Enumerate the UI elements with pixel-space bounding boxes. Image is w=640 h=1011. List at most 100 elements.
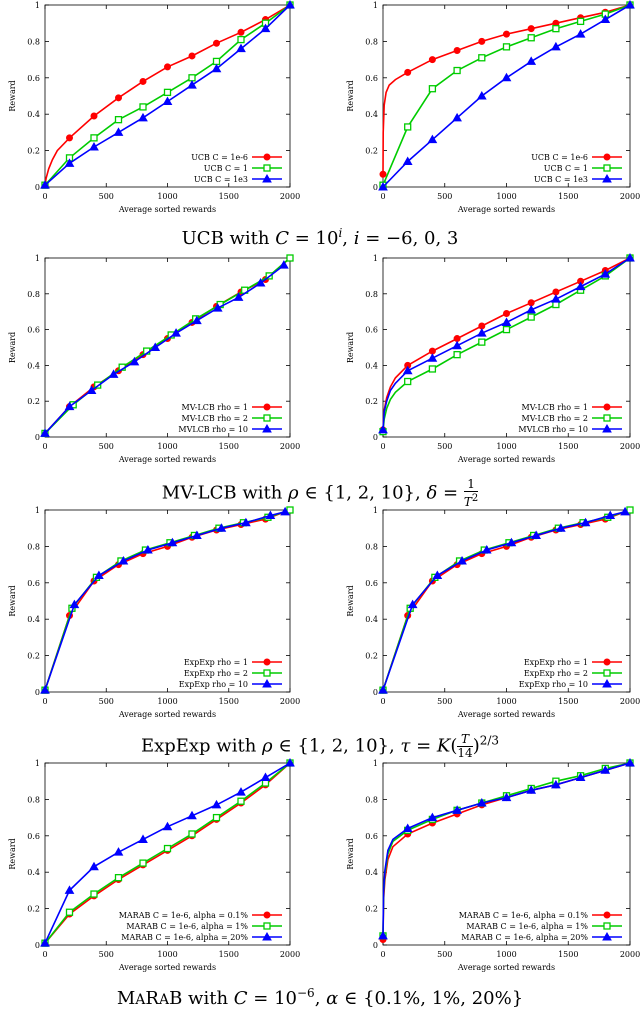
data-point — [580, 517, 591, 527]
y-tick-label: 0.8 — [365, 542, 378, 551]
legend-marker — [263, 164, 271, 172]
y-tick-label: 0.8 — [365, 290, 378, 299]
data-point — [241, 517, 251, 527]
legend-label: MARAB C = 1e-6, alpha = 0.1% — [119, 911, 249, 920]
plot-frame — [382, 257, 631, 438]
data-point — [188, 830, 196, 838]
data-point — [115, 94, 122, 102]
legend-label: UCB C = 1e3 — [534, 175, 588, 184]
legend-label: MARAB C = 1e-6, alpha = 1% — [466, 922, 588, 931]
legend-marker — [603, 658, 611, 666]
y-axis-label: Reward — [8, 585, 17, 616]
legend-label: ExpExp rho = 1 — [184, 658, 248, 667]
y-tick-label: 0.4 — [365, 361, 378, 370]
data-point — [211, 799, 222, 809]
data-point — [453, 335, 461, 343]
legend-label: ExpExp rho = 2 — [524, 669, 588, 678]
data-point — [625, 757, 635, 767]
legend-label: MARAB C = 1e-6, alpha = 1% — [126, 922, 248, 931]
y-tick-label: 0.2 — [365, 147, 378, 156]
y-tick-label: 0 — [35, 433, 40, 442]
data-point — [551, 294, 561, 303]
data-point — [526, 304, 537, 314]
data-point — [143, 545, 153, 554]
data-point — [86, 385, 97, 394]
data-point — [285, 757, 295, 767]
x-tick-label: 0 — [380, 442, 385, 451]
data-point — [379, 170, 387, 178]
y-tick-label: 1 — [35, 759, 40, 768]
y-tick-label: 0 — [373, 688, 378, 697]
data-point — [551, 779, 561, 789]
x-tick-label: 1000 — [496, 950, 516, 959]
data-point — [113, 127, 124, 136]
data-point — [94, 570, 104, 580]
x-tick-label: 500 — [437, 442, 452, 451]
data-point — [527, 299, 535, 307]
data-point — [502, 43, 511, 51]
data-point — [265, 510, 276, 519]
data-point — [129, 356, 140, 366]
data-point — [428, 347, 436, 355]
data-point — [260, 23, 271, 33]
series-line-2 — [382, 762, 631, 936]
y-axis-label: Reward — [346, 838, 355, 869]
legend-label: MV-LCB rho = 1 — [522, 403, 588, 412]
legend-marker — [603, 911, 611, 919]
data-point — [139, 859, 147, 867]
data-point — [188, 52, 196, 60]
x-tick-label: 1500 — [558, 192, 578, 201]
caption-ucb: UCB with C = 10i, i = −6, 0, 3 — [181, 226, 459, 249]
x-tick-label: 2000 — [620, 192, 640, 201]
series-line-1 — [382, 509, 631, 691]
y-tick-label: 0.2 — [27, 397, 40, 406]
x-tick-label: 1500 — [219, 192, 239, 201]
series-line-1 — [382, 4, 631, 175]
data-point — [90, 134, 98, 142]
x-axis-label: Average sorted rewards — [457, 455, 555, 464]
legend-marker — [602, 423, 612, 433]
data-point — [378, 930, 388, 940]
x-tick-label: 0 — [42, 442, 47, 451]
legend-marker — [262, 423, 272, 433]
legend-label: ExpExp rho = 10 — [519, 680, 588, 689]
x-tick-label: 1000 — [496, 442, 516, 451]
x-tick-label: 2000 — [620, 697, 640, 706]
data-point — [90, 890, 98, 898]
data-point — [139, 77, 147, 85]
data-point — [478, 54, 486, 62]
legend-label: UCB C = 1e-6 — [531, 153, 588, 162]
y-tick-label: 0.2 — [27, 147, 40, 156]
y-tick-label: 0.4 — [365, 110, 378, 119]
y-tick-label: 0 — [35, 183, 40, 192]
data-point — [233, 292, 244, 301]
y-tick-label: 0.6 — [27, 579, 40, 588]
y-tick-label: 0 — [35, 941, 40, 950]
data-point — [150, 342, 161, 351]
y-tick-label: 0.8 — [365, 37, 378, 46]
data-point — [64, 885, 75, 894]
data-point — [162, 96, 173, 105]
data-point — [171, 328, 181, 337]
data-point — [478, 338, 486, 346]
data-point — [89, 141, 99, 151]
x-tick-label: 1500 — [558, 950, 578, 959]
data-point — [527, 34, 535, 42]
data-point — [501, 317, 512, 326]
y-tick-label: 0.6 — [27, 326, 40, 335]
data-point — [212, 303, 223, 312]
legend-label: MARAB C = 1e-6, alpha = 0.1% — [459, 911, 589, 920]
data-point — [453, 66, 461, 75]
legend-label: UCB C = 1 — [544, 164, 588, 173]
data-point — [452, 805, 462, 814]
data-point — [40, 685, 50, 694]
data-point — [452, 340, 462, 350]
x-tick-label: 2000 — [280, 950, 300, 959]
data-point — [600, 14, 611, 24]
data-point — [378, 181, 388, 191]
legend-marker — [603, 922, 611, 930]
data-point — [378, 685, 388, 694]
data-point — [89, 861, 99, 871]
data-point — [478, 37, 486, 45]
legend-marker — [602, 678, 612, 688]
